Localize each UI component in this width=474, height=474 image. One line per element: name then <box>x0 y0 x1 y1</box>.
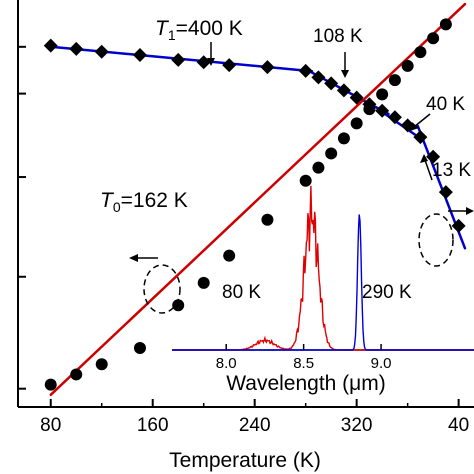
x-tick-label: 80 <box>40 415 61 436</box>
diamond-marker <box>171 52 186 67</box>
axes-frame <box>17 0 474 408</box>
diamond-marker <box>222 58 237 73</box>
circle-marker <box>427 32 440 45</box>
x-tick-label: 320 <box>341 415 373 436</box>
inset-label-290k: 290 K <box>362 282 412 303</box>
inset-x-ticks: 8.0 8.5 9.0 <box>216 344 392 372</box>
circle-marker <box>388 74 401 87</box>
inset-curves <box>172 185 474 351</box>
annotation-t1-symbol: T <box>155 17 170 40</box>
circle-marker <box>299 174 312 187</box>
data-markers <box>43 18 466 391</box>
inset-x-tick-label: 8.0 <box>216 355 237 372</box>
x-axis-label: Temperature (K) <box>169 449 321 472</box>
diamond-marker <box>69 41 84 56</box>
annotation-t1: T1=400 K <box>155 17 243 43</box>
circle-marker <box>44 378 57 391</box>
arrow-right-head <box>466 207 474 215</box>
inset-spectrum: 8.0 8.5 9.0 Wavelength (μm) <box>172 185 474 395</box>
circle-marker <box>439 18 452 31</box>
diamond-marker <box>260 60 275 75</box>
annotation-108k: 108 K <box>313 26 363 47</box>
annotation-t1-sub: 1 <box>168 27 176 43</box>
diamond-marker <box>43 38 58 53</box>
circle-marker <box>376 88 389 101</box>
diamond-marker <box>298 63 313 78</box>
circle-marker <box>95 358 108 371</box>
annotation-40k: 40 K <box>426 94 465 115</box>
annotation-t1-value: =400 K <box>176 17 243 40</box>
inset-x-tick-label: 8.5 <box>293 355 314 372</box>
annotation-13k: 13 K <box>432 160 471 181</box>
annotations: T1=400 K 108 K 40 K 13 K T0=162 K 80 K 2… <box>100 17 474 314</box>
circle-marker <box>363 103 376 116</box>
arrow-left-head <box>129 254 138 262</box>
diamond-marker <box>438 185 453 200</box>
annotation-arrows <box>129 42 474 314</box>
circle-marker <box>70 368 83 381</box>
circle-marker <box>133 341 146 354</box>
arrow-40k <box>413 113 431 128</box>
circle-marker <box>325 147 338 160</box>
arrow-13k <box>424 159 433 181</box>
diamond-marker <box>196 55 211 70</box>
annotation-t0: T0=162 K <box>100 189 188 215</box>
annotation-t0-sub: 0 <box>113 199 121 215</box>
circle-marker <box>401 59 414 72</box>
circle-marker <box>312 161 325 174</box>
circle-marker <box>414 46 427 59</box>
circle-marker <box>172 299 185 312</box>
diamond-marker <box>336 83 351 98</box>
circle-marker <box>197 276 210 289</box>
circle-marker <box>261 213 274 226</box>
diamond-marker <box>349 90 364 105</box>
x-tick-label: 40 <box>448 415 469 436</box>
x-tick-label: 240 <box>239 415 271 436</box>
diamond-marker <box>375 103 390 118</box>
fit-line <box>49 2 467 397</box>
arrow-108k-head <box>341 70 349 78</box>
dashed-circle-right <box>418 213 454 267</box>
arrow-13k-head <box>420 154 428 163</box>
inset-x-tick-label: 9.0 <box>371 355 392 372</box>
x-axis-ticks: 80 160 240 320 40 <box>40 399 469 436</box>
arrow-40k-head <box>410 122 419 131</box>
diamond-marker <box>451 218 466 233</box>
diamond-marker <box>426 149 441 164</box>
arrow-t1-head <box>207 58 215 66</box>
annotation-t0-value: =162 K <box>121 189 188 212</box>
diamond-marker <box>324 76 339 91</box>
diamond-marker <box>387 110 402 125</box>
annotation-t0-symbol: T <box>100 189 115 212</box>
circle-marker <box>350 117 363 130</box>
dashed-circle-left <box>143 264 181 314</box>
y-axis-ticks <box>18 45 26 390</box>
inset-curve <box>172 185 474 351</box>
x-tick-label: 160 <box>137 415 169 436</box>
diamond-marker <box>132 47 147 62</box>
inset-curve <box>172 214 474 351</box>
circle-marker <box>337 132 350 145</box>
diamond-marker <box>413 130 428 145</box>
circle-marker <box>223 249 236 262</box>
diamond-marker <box>94 44 109 59</box>
diamond-marker <box>311 70 326 85</box>
inset-label-80k: 80 K <box>222 282 261 303</box>
inset-x-axis-label: Wavelength (μm) <box>226 372 386 395</box>
